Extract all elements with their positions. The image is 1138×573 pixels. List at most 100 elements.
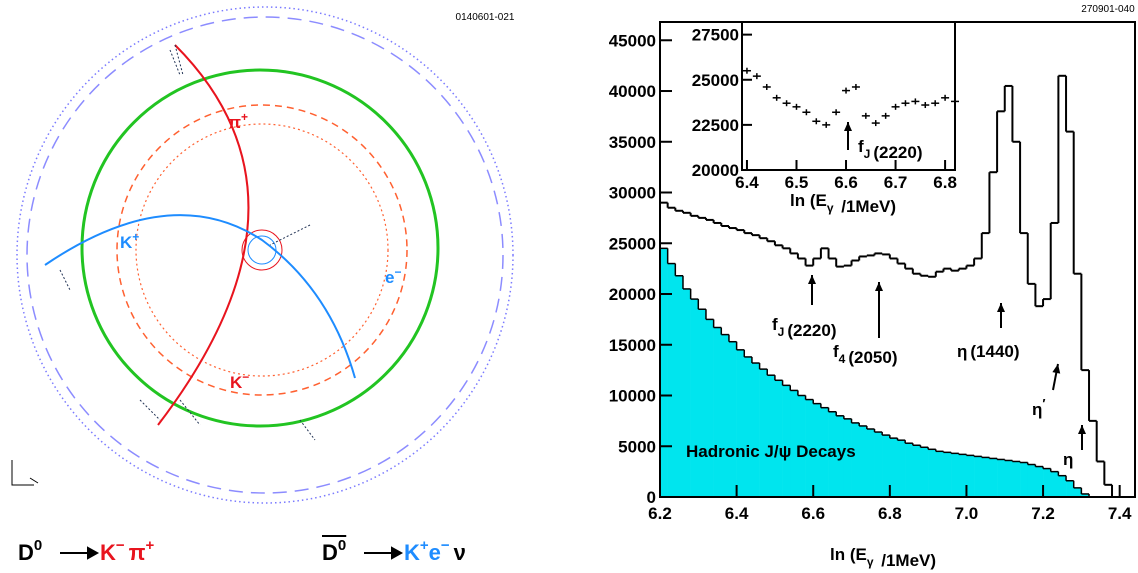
hist-bar	[997, 459, 1006, 497]
y-tick-label: 22500	[692, 116, 739, 135]
decay-arrow	[60, 546, 100, 560]
annotation: Hadronic J/ψ Decays	[686, 442, 856, 461]
annotation-text: ln (E	[790, 191, 827, 210]
product-sup: +	[146, 537, 155, 554]
hist-bar	[1050, 471, 1059, 497]
annotation-sub: γ	[827, 201, 834, 215]
annotation-text: f	[858, 137, 864, 156]
parent-symbol: D	[18, 540, 34, 565]
hist-bar	[1058, 475, 1067, 497]
annotation-rest: (2050)	[848, 348, 897, 367]
x-tick-label: 7.0	[955, 504, 979, 523]
annotation-sup: ′	[1042, 396, 1045, 411]
hist-bar	[935, 451, 944, 497]
annotation-text: Hadronic J/ψ Decays	[686, 442, 856, 461]
hist-bar	[943, 452, 952, 497]
data-point	[881, 112, 890, 119]
inset-frame	[741, 21, 956, 171]
x-tick-label: 6.5	[785, 173, 809, 192]
data-point	[871, 120, 880, 127]
parent-sup: 0	[338, 537, 346, 554]
hist-bar	[882, 435, 891, 497]
hist-bar	[1081, 493, 1090, 497]
hist-bar	[951, 453, 960, 497]
track-charge: +	[241, 110, 248, 124]
hist-bar	[744, 356, 753, 497]
hist-bar	[897, 440, 906, 497]
data-point	[742, 67, 751, 74]
hist-bar	[859, 425, 868, 497]
hist-bar	[1073, 487, 1082, 497]
hist-bar	[920, 447, 929, 497]
annotation-text: ln (E	[830, 545, 867, 564]
annotation-sub: J	[778, 325, 785, 339]
hist-bar	[889, 438, 898, 497]
hist-bar	[660, 248, 668, 497]
calorimeter-ring	[80, 68, 440, 428]
hist-bar	[1012, 461, 1021, 497]
y-tick-label: 35000	[609, 133, 656, 152]
track-symbol: π	[228, 113, 241, 132]
event-display	[11, 6, 514, 504]
annotation: fJ (2220)	[772, 315, 837, 340]
data-point	[861, 112, 870, 119]
y-tick-label: 25000	[609, 234, 656, 253]
hist-bar	[1066, 480, 1075, 497]
y-tick-label: 45000	[609, 31, 656, 50]
decay-parent: D0	[322, 537, 346, 565]
hist-bar	[974, 456, 983, 497]
hist-bar	[836, 415, 845, 497]
hit-clusters	[59, 44, 316, 441]
track-kaon-electron	[44, 214, 356, 379]
hist-bar	[874, 432, 883, 497]
hist-bar	[820, 407, 829, 497]
annotation: fJ (2220)	[858, 137, 923, 162]
hist-bar	[767, 375, 776, 497]
hist-bar	[966, 455, 975, 497]
product: K	[404, 540, 420, 565]
hist-bar	[721, 334, 730, 497]
hist-bar	[981, 457, 990, 497]
y-tick-label: 20000	[692, 161, 739, 180]
hist-bar	[705, 319, 714, 497]
hist-bar	[851, 422, 860, 497]
x-tick-label: 7.4	[1108, 504, 1132, 523]
data-point	[812, 118, 821, 125]
annotation: η′	[1032, 396, 1046, 419]
annotation-rest: (1440)	[970, 342, 1019, 361]
hist-bar	[736, 349, 745, 497]
x-tick-label: 6.6	[801, 504, 825, 523]
data-point	[891, 103, 900, 110]
track-charge: +	[132, 230, 139, 244]
x-tick-label: 6.2	[648, 504, 672, 523]
data-point	[931, 100, 940, 107]
y-tick-label: 27500	[692, 26, 739, 45]
data-point	[851, 83, 860, 90]
arrow-head	[1078, 425, 1086, 434]
hist-bar	[690, 299, 699, 497]
annotation-sub: 4	[839, 352, 846, 366]
annotation: ln (Eγ /1MeV)	[830, 545, 936, 570]
x-tick-label: 6.7	[884, 173, 908, 192]
hist-bar	[905, 443, 914, 497]
hist-bar	[843, 418, 852, 497]
hist-bar	[828, 411, 837, 497]
annotation-text: η	[1063, 450, 1073, 469]
data-point	[772, 94, 781, 101]
annotation-rest: (2220)	[787, 321, 836, 340]
decay-parent: D0	[18, 537, 42, 565]
track-charge: −	[394, 265, 401, 279]
y-tick-label: 40000	[609, 82, 656, 101]
event-code: 0140601-021	[456, 12, 515, 23]
hist-bar	[790, 390, 799, 497]
x-tick-label: 6.8	[933, 173, 957, 192]
y-tick-label: 25000	[692, 71, 739, 90]
outer-detector	[16, 6, 514, 504]
data-point	[762, 83, 771, 90]
hist-bar	[713, 327, 722, 497]
hist-bar	[1027, 464, 1036, 497]
product: e	[429, 540, 441, 565]
data-point	[782, 100, 791, 107]
